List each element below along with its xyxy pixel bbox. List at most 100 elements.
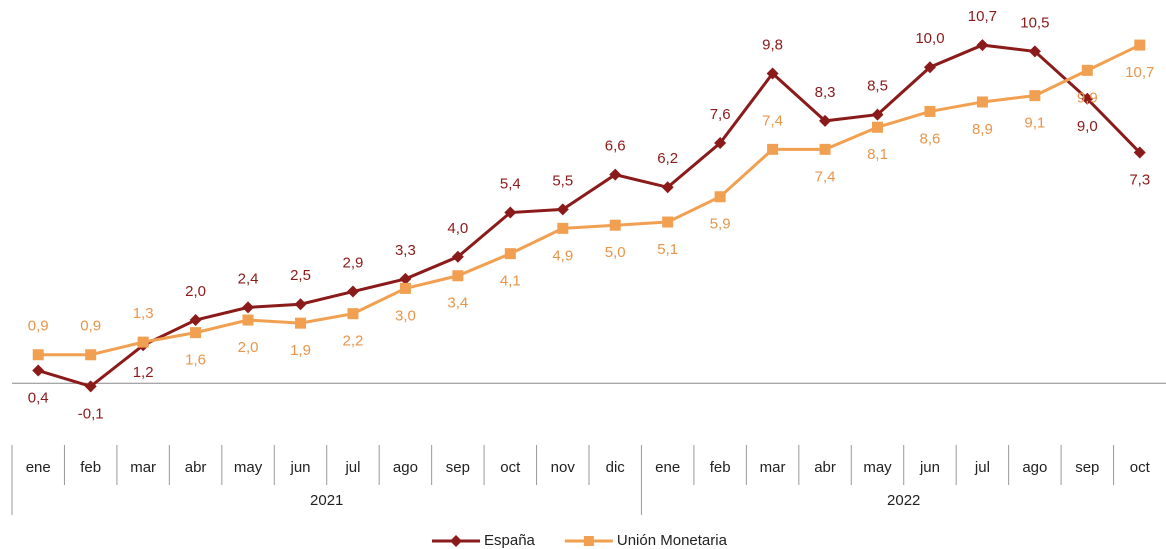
data-label: 2,4	[238, 270, 259, 287]
marker	[1134, 39, 1146, 51]
data-label: 10,0	[915, 30, 944, 47]
marker	[556, 203, 569, 216]
series-line	[37, 43, 1141, 389]
data-label: 5,4	[500, 176, 521, 193]
data-label: 7,4	[815, 168, 836, 185]
marker	[714, 137, 727, 150]
marker	[557, 222, 569, 234]
x-tick-label: ene	[26, 459, 51, 476]
marker	[189, 314, 202, 326]
group-label: 2021	[310, 492, 343, 509]
data-label: 7,6	[710, 106, 731, 123]
data-label: 9,1	[1024, 115, 1045, 132]
x-tick-label: abr	[814, 459, 836, 476]
data-label: 5,5	[552, 172, 573, 189]
marker	[1081, 64, 1093, 76]
data-label: 8,6	[920, 130, 941, 147]
marker	[872, 121, 883, 133]
data-label: 0,4	[28, 390, 49, 407]
data-label: 8,1	[867, 146, 888, 163]
data-label: 5,1	[657, 241, 678, 258]
x-tick-label: oct	[1130, 459, 1151, 476]
x-tick-label: may	[863, 459, 892, 476]
marker	[295, 317, 306, 329]
data-label: 9,9	[1077, 89, 1098, 106]
data-label: 3,4	[447, 295, 468, 312]
data-label: 5,9	[710, 216, 731, 233]
x-tick-label: jun	[289, 459, 310, 476]
data-label: 9,0	[1077, 118, 1098, 135]
x-tick-label: oct	[500, 459, 521, 476]
marker	[1133, 146, 1146, 159]
marker	[452, 270, 464, 282]
marker	[767, 143, 779, 155]
data-label: 2,2	[343, 333, 364, 350]
data-label: 10,5	[1020, 14, 1049, 31]
marker	[504, 248, 516, 260]
marker	[924, 105, 936, 117]
x-tick-label: jul	[974, 459, 990, 476]
data-label: 2,9	[343, 255, 364, 272]
x-tick-label: sep	[446, 459, 470, 476]
marker	[399, 272, 412, 285]
marker	[766, 67, 779, 80]
marker	[399, 282, 411, 294]
data-label: 1,2	[133, 364, 154, 381]
data-label: 4,0	[447, 220, 468, 237]
x-tick-label: feb	[80, 459, 101, 476]
x-tick-label: nov	[551, 459, 576, 476]
data-label: 8,9	[972, 121, 993, 138]
data-label: 8,5	[867, 78, 888, 95]
data-label: 7,4	[762, 112, 783, 129]
marker	[976, 96, 988, 108]
marker	[871, 108, 884, 121]
data-label: 1,3	[133, 305, 154, 322]
marker	[84, 380, 97, 393]
marker	[346, 285, 359, 298]
marker	[32, 364, 45, 377]
marker	[190, 327, 202, 339]
data-label: 5,0	[605, 244, 626, 261]
data-label: 4,9	[552, 247, 573, 264]
marker	[504, 206, 517, 219]
x-tick-label: ago	[1022, 459, 1047, 476]
data-label: 8,3	[815, 84, 836, 101]
data-label: 6,2	[657, 150, 678, 167]
data-label: 6,6	[605, 138, 626, 155]
data-label: 10,7	[1125, 64, 1154, 81]
marker	[242, 301, 255, 314]
marker	[1081, 92, 1094, 105]
x-tick-label: ene	[655, 459, 680, 476]
marker	[661, 181, 674, 194]
data-label: 7,3	[1129, 171, 1150, 188]
data-label: 2,0	[238, 339, 259, 356]
marker	[347, 308, 359, 320]
marker	[609, 219, 621, 231]
data-label: -0,1	[78, 405, 104, 422]
marker	[32, 349, 44, 361]
marker	[976, 39, 989, 52]
marker	[609, 168, 622, 181]
x-tick-label: may	[234, 459, 263, 476]
x-tick-label: jun	[919, 459, 940, 476]
data-label: 2,5	[290, 267, 311, 284]
marker	[662, 216, 674, 228]
group-label: 2022	[887, 492, 920, 509]
x-tick-label: feb	[710, 459, 731, 476]
marker	[1028, 45, 1041, 58]
marker	[819, 143, 831, 155]
x-tick-label: abr	[185, 459, 207, 476]
x-tick-label: ago	[393, 459, 418, 476]
marker	[242, 314, 254, 326]
data-label: 2,0	[185, 283, 206, 300]
data-label: 3,3	[395, 242, 416, 259]
x-tick-label: dic	[606, 459, 626, 476]
data-label: 3,0	[395, 307, 416, 324]
marker	[85, 349, 97, 361]
legend-marker	[450, 535, 462, 547]
data-label: 9,8	[762, 36, 783, 53]
marker	[1029, 90, 1041, 102]
data-label: 0,9	[80, 318, 101, 335]
data-label: 1,9	[290, 342, 311, 359]
